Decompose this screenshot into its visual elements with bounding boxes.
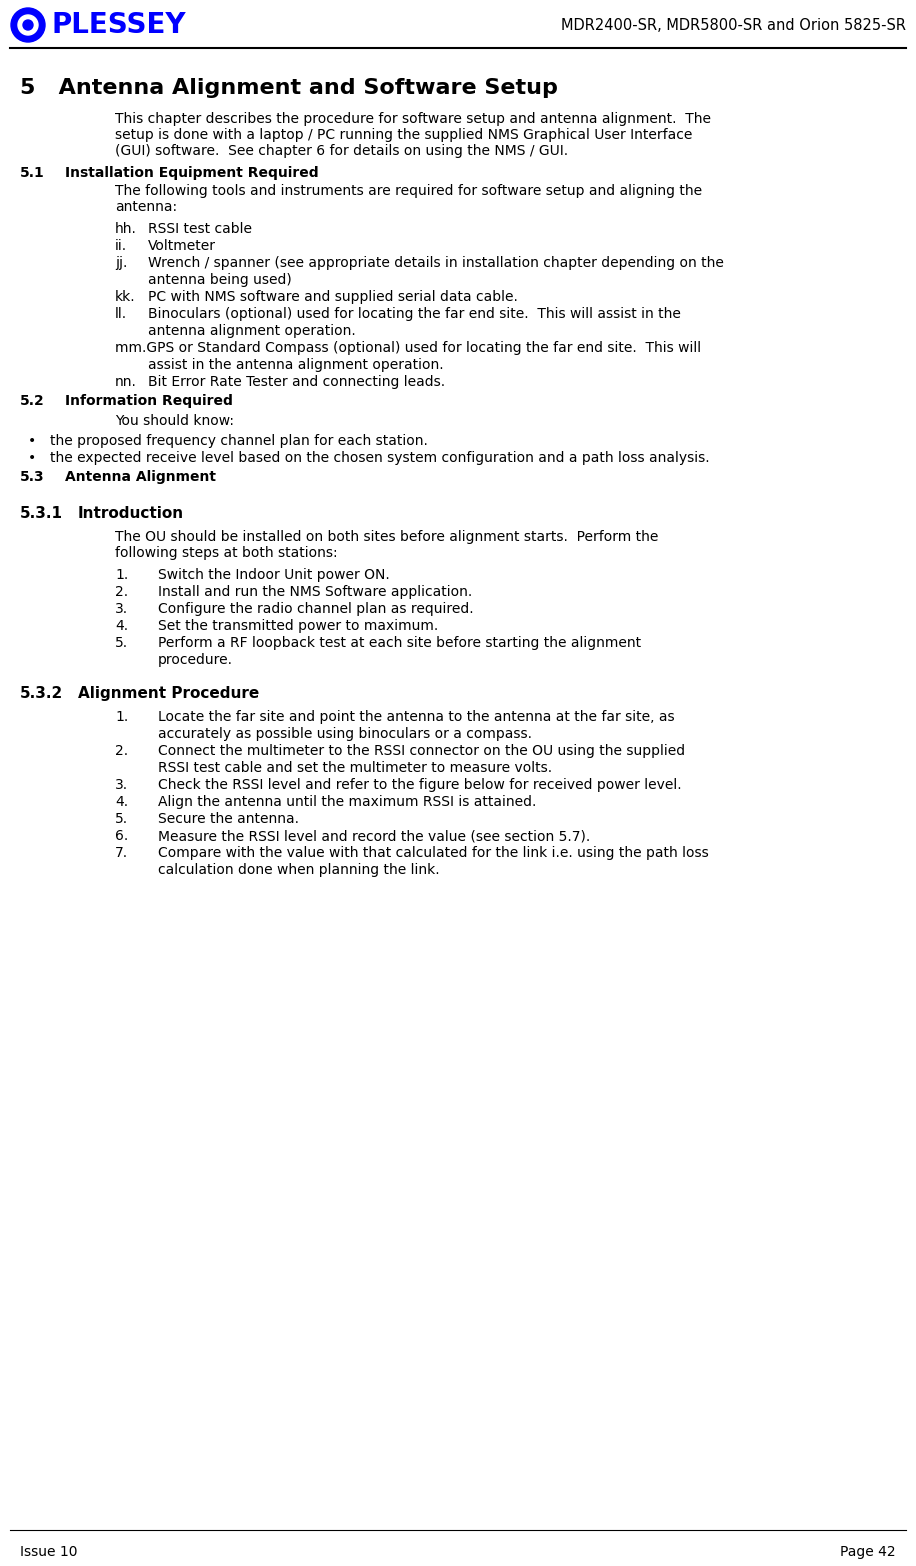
Text: Issue 10: Issue 10 bbox=[20, 1546, 78, 1560]
Text: 7.: 7. bbox=[115, 846, 128, 860]
Text: accurately as possible using binoculars or a compass.: accurately as possible using binoculars … bbox=[158, 727, 532, 741]
Text: Bit Error Rate Tester and connecting leads.: Bit Error Rate Tester and connecting lea… bbox=[148, 374, 445, 388]
Text: the proposed frequency channel plan for each station.: the proposed frequency channel plan for … bbox=[50, 434, 437, 448]
Text: Page 42: Page 42 bbox=[840, 1546, 896, 1560]
Text: Locate the far site and point the antenna to the antenna at the far site, as: Locate the far site and point the antenn… bbox=[158, 709, 674, 723]
Text: Information Required: Information Required bbox=[65, 395, 233, 409]
Text: Align the antenna until the maximum RSSI is attained.: Align the antenna until the maximum RSSI… bbox=[158, 796, 537, 810]
Text: Measure the RSSI level and record the value (see section 5.7).: Measure the RSSI level and record the va… bbox=[158, 828, 590, 843]
Text: ll.: ll. bbox=[115, 307, 127, 321]
Text: RSSI test cable: RSSI test cable bbox=[148, 222, 252, 236]
Text: Install and run the NMS Software application.: Install and run the NMS Software applica… bbox=[158, 586, 473, 600]
Circle shape bbox=[18, 16, 38, 34]
Text: Secure the antenna.: Secure the antenna. bbox=[158, 813, 299, 825]
Text: mm.GPS or Standard Compass (optional) used for locating the far end site.  This : mm.GPS or Standard Compass (optional) us… bbox=[115, 341, 701, 355]
Text: the expected receive level based on the chosen system configuration and a path l: the expected receive level based on the … bbox=[50, 451, 710, 465]
Text: Binoculars (optional) used for locating the far end site.  This will assist in t: Binoculars (optional) used for locating … bbox=[148, 307, 681, 321]
Text: 5.2: 5.2 bbox=[20, 395, 45, 409]
Text: 5.3.2: 5.3.2 bbox=[20, 686, 63, 702]
Text: ii.: ii. bbox=[115, 240, 127, 254]
Text: This chapter describes the procedure for software setup and antenna alignment.  : This chapter describes the procedure for… bbox=[115, 113, 711, 158]
Text: Installation Equipment Required: Installation Equipment Required bbox=[65, 166, 319, 180]
Circle shape bbox=[11, 8, 45, 42]
Text: Perform a RF loopback test at each site before starting the alignment: Perform a RF loopback test at each site … bbox=[158, 636, 641, 650]
Text: assist in the antenna alignment operation.: assist in the antenna alignment operatio… bbox=[148, 359, 443, 373]
Text: 5.3.1: 5.3.1 bbox=[20, 506, 63, 521]
Text: MDR2400-SR, MDR5800-SR and Orion 5825-SR: MDR2400-SR, MDR5800-SR and Orion 5825-SR bbox=[561, 17, 906, 33]
Text: 5.: 5. bbox=[115, 813, 128, 825]
Text: 1.: 1. bbox=[115, 568, 128, 583]
Text: You should know:: You should know: bbox=[115, 413, 234, 428]
Text: 4.: 4. bbox=[115, 796, 128, 810]
Text: Set the transmitted power to maximum.: Set the transmitted power to maximum. bbox=[158, 619, 438, 633]
Text: 3.: 3. bbox=[115, 778, 128, 792]
Text: Check the RSSI level and refer to the figure below for received power level.: Check the RSSI level and refer to the fi… bbox=[158, 778, 682, 792]
Text: Connect the multimeter to the RSSI connector on the OU using the supplied: Connect the multimeter to the RSSI conne… bbox=[158, 744, 685, 758]
Text: 3.: 3. bbox=[115, 601, 128, 615]
Text: •: • bbox=[28, 451, 37, 465]
Text: Voltmeter: Voltmeter bbox=[148, 240, 216, 254]
Text: Compare with the value with that calculated for the link i.e. using the path los: Compare with the value with that calcula… bbox=[158, 846, 709, 860]
Text: antenna being used): antenna being used) bbox=[148, 272, 292, 287]
Text: 5.3: 5.3 bbox=[20, 470, 45, 484]
Text: hh.: hh. bbox=[115, 222, 136, 236]
Circle shape bbox=[23, 20, 33, 30]
Text: procedure.: procedure. bbox=[158, 653, 233, 667]
Text: PC with NMS software and supplied serial data cable.: PC with NMS software and supplied serial… bbox=[148, 290, 518, 304]
Text: Introduction: Introduction bbox=[78, 506, 184, 521]
Text: jj.: jj. bbox=[115, 255, 127, 269]
Text: calculation done when planning the link.: calculation done when planning the link. bbox=[158, 863, 440, 877]
Text: nn.: nn. bbox=[115, 374, 136, 388]
Text: Configure the radio channel plan as required.: Configure the radio channel plan as requ… bbox=[158, 601, 474, 615]
Text: 4.: 4. bbox=[115, 619, 128, 633]
Text: Antenna Alignment: Antenna Alignment bbox=[65, 470, 216, 484]
Text: 5   Antenna Alignment and Software Setup: 5 Antenna Alignment and Software Setup bbox=[20, 78, 558, 99]
Text: Alignment Procedure: Alignment Procedure bbox=[78, 686, 259, 702]
Text: Switch the Indoor Unit power ON.: Switch the Indoor Unit power ON. bbox=[158, 568, 389, 583]
Text: 6.: 6. bbox=[115, 828, 128, 843]
Text: The following tools and instruments are required for software setup and aligning: The following tools and instruments are … bbox=[115, 183, 703, 215]
Text: •: • bbox=[28, 434, 37, 448]
Text: Wrench / spanner (see appropriate details in installation chapter depending on t: Wrench / spanner (see appropriate detail… bbox=[148, 255, 724, 269]
Text: 1.: 1. bbox=[115, 709, 128, 723]
Text: The OU should be installed on both sites before alignment starts.  Perform the
f: The OU should be installed on both sites… bbox=[115, 529, 659, 561]
Text: PLESSEY: PLESSEY bbox=[52, 11, 187, 39]
Text: RSSI test cable and set the multimeter to measure volts.: RSSI test cable and set the multimeter t… bbox=[158, 761, 552, 775]
Text: 2.: 2. bbox=[115, 586, 128, 600]
Text: kk.: kk. bbox=[115, 290, 136, 304]
Text: 5.: 5. bbox=[115, 636, 128, 650]
Text: 5.1: 5.1 bbox=[20, 166, 45, 180]
Text: 2.: 2. bbox=[115, 744, 128, 758]
Text: antenna alignment operation.: antenna alignment operation. bbox=[148, 324, 355, 338]
